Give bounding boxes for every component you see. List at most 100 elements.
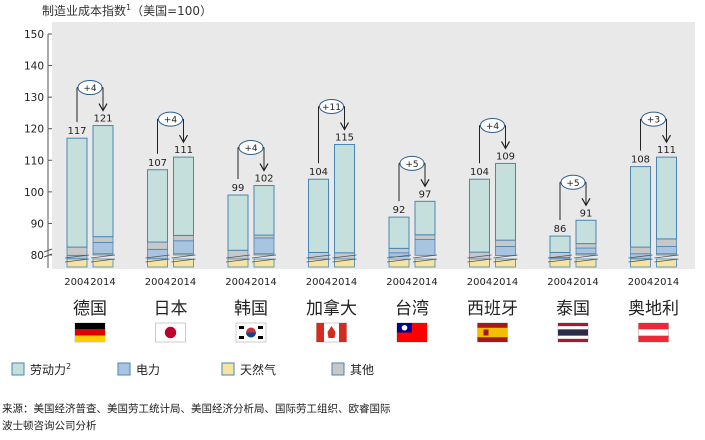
annotation-arrow xyxy=(420,179,430,188)
flag-maple-leaf xyxy=(327,326,336,338)
flag-stripe xyxy=(75,335,105,342)
flag-band xyxy=(339,323,347,342)
bar-break-mark xyxy=(493,254,518,263)
change-oval xyxy=(319,99,344,114)
bar-segment-electricity xyxy=(92,241,114,255)
year-label: 2004 xyxy=(145,277,170,288)
bar-break-mark xyxy=(90,254,116,263)
bar-segment-labor xyxy=(66,137,88,248)
chart-title: 制造业成本指数1（美国=100） xyxy=(42,3,213,18)
year-label: 2004 xyxy=(628,277,653,288)
bar-segment-other xyxy=(414,234,436,240)
bar-segment-electricity xyxy=(173,240,194,255)
year-label: 2014 xyxy=(332,277,357,288)
bar-base xyxy=(66,258,88,268)
bar-break-mark xyxy=(171,254,196,263)
legend-label-gas: 天然气 xyxy=(240,362,276,377)
bar-segment-labor xyxy=(227,194,249,251)
bar-base xyxy=(469,258,490,268)
y-tick-label: 120 xyxy=(24,124,44,136)
country-name: 加拿大 xyxy=(306,298,357,319)
bar-base xyxy=(388,258,410,268)
year-label: 2004 xyxy=(467,277,492,288)
country-name: 韩国 xyxy=(234,299,268,319)
data-label: 111 xyxy=(657,145,676,156)
flag-kr xyxy=(235,322,267,343)
bar-segment-labor xyxy=(388,216,410,249)
flag-at xyxy=(638,322,669,343)
bar-segment-labor xyxy=(308,178,329,253)
y-tick-label: 100 xyxy=(24,187,44,199)
bar-segment-electricity xyxy=(495,246,516,257)
change-oval xyxy=(641,111,666,127)
bar-break-mark xyxy=(467,254,492,263)
bar-break-mark xyxy=(412,254,438,263)
flag-de xyxy=(74,322,106,343)
change-oval xyxy=(158,111,183,127)
bar-segment-other xyxy=(575,243,597,249)
bar-break-mark xyxy=(64,254,90,263)
change-oval xyxy=(480,117,505,133)
bar-break-mark xyxy=(145,254,170,263)
bar-segment-labor xyxy=(495,162,516,241)
change-label: +4 xyxy=(164,116,178,126)
bar-base xyxy=(227,258,249,268)
legend-swatch-electricity xyxy=(117,362,131,376)
annotation-arrow xyxy=(661,134,672,144)
annotation-arrow xyxy=(259,163,269,172)
annotation-arrow xyxy=(581,197,591,207)
bar-segment-labor xyxy=(414,200,436,236)
bar-segment-other xyxy=(495,239,516,247)
year-label: 2014 xyxy=(573,277,598,288)
flag-stripe xyxy=(638,335,669,342)
bar-base xyxy=(414,258,436,268)
bar-base xyxy=(173,258,194,268)
year-label: 2004 xyxy=(547,277,572,288)
flag-trigram xyxy=(258,326,263,329)
bar-segment-other xyxy=(147,241,168,250)
flag-es xyxy=(477,322,508,343)
legend-label-electricity: 电力 xyxy=(136,363,160,377)
bar-break-mark xyxy=(654,254,679,263)
legend-swatch-other xyxy=(331,362,345,376)
flag-ca xyxy=(316,322,347,343)
flag-emblem xyxy=(483,329,489,336)
bar-segment-labor xyxy=(630,166,651,248)
year-label: 2014 xyxy=(654,277,679,288)
flag-stripe xyxy=(477,327,508,338)
bar-segment-electricity xyxy=(656,246,677,255)
data-label: 86 xyxy=(554,224,567,235)
bar-base xyxy=(549,258,571,268)
bar-base xyxy=(630,258,651,268)
flag-sun xyxy=(401,324,408,331)
data-label: 92 xyxy=(393,205,406,216)
bar-base xyxy=(334,258,355,268)
bar-break-mark xyxy=(547,254,573,263)
bar-break-mark xyxy=(573,254,599,263)
flag-stripe xyxy=(638,323,669,330)
country-name: 台湾 xyxy=(395,299,429,319)
bar-segment-labor xyxy=(147,169,168,243)
flag-stripe xyxy=(75,323,105,330)
bar-base xyxy=(575,258,597,268)
bar-segment-electricity xyxy=(253,237,275,255)
bar-segment-other xyxy=(388,247,410,254)
flag-trigram xyxy=(258,336,263,339)
year-label: 2014 xyxy=(412,277,437,288)
flag-stripe xyxy=(75,329,105,336)
flag-disc xyxy=(164,326,177,339)
axis-break-mark xyxy=(43,248,53,258)
bar-segment-other xyxy=(630,246,651,255)
bar-break-mark xyxy=(251,254,277,263)
legend-swatch-gas xyxy=(221,362,235,376)
bar-segment-other xyxy=(92,236,114,243)
y-tick-label: 150 xyxy=(24,29,44,41)
year-label: 2004 xyxy=(386,277,411,288)
flag-jp xyxy=(155,322,186,343)
change-oval xyxy=(77,80,103,96)
legend: 劳动力2 电力 天然气 其他 xyxy=(11,362,374,377)
data-label: 97 xyxy=(419,189,432,200)
data-label: 104 xyxy=(470,167,489,178)
